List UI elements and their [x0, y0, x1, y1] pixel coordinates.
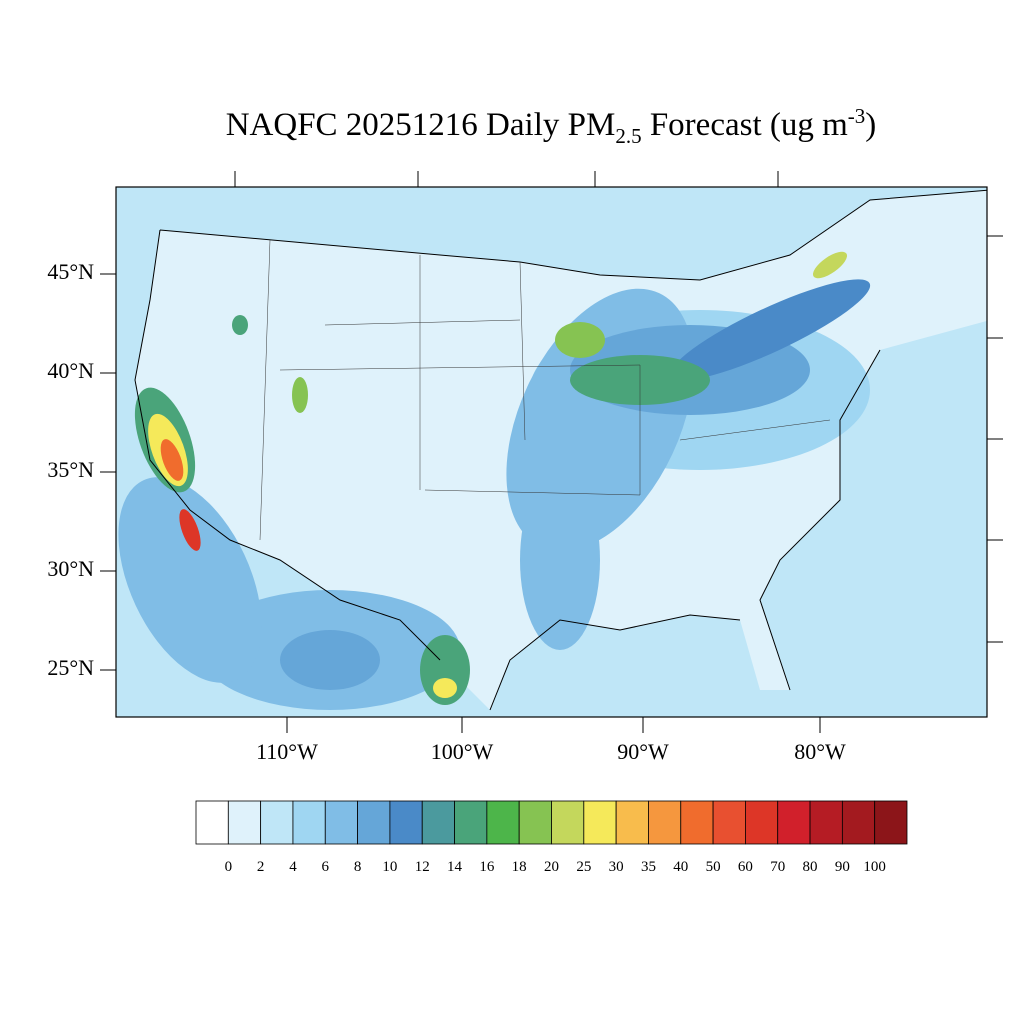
colorbar-label: 25: [576, 859, 591, 875]
colorbar-box: [260, 800, 294, 845]
colorbar-box: [421, 800, 455, 845]
colorbar-label: 16: [479, 859, 495, 875]
colorbar-label: 35: [641, 859, 656, 875]
map-field: [116, 187, 987, 717]
colorbar-box: [583, 800, 617, 845]
map-frame: [115, 186, 988, 718]
title-end: ): [865, 107, 876, 143]
colorbar-box: [195, 800, 229, 845]
colorbar-label: 4: [289, 859, 297, 875]
lon-label: 90°W: [617, 739, 669, 764]
colorbar-label: 60: [738, 859, 753, 875]
colorbar-box: [615, 800, 649, 845]
title-rest: Forecast (ug m: [642, 107, 849, 143]
colorbar-label: 40: [673, 859, 688, 875]
colorbar-label: 50: [706, 859, 721, 875]
lon-label: 110°W: [256, 739, 318, 764]
colorbar-box: [551, 800, 585, 845]
colorbar-box: [874, 800, 908, 845]
colorbar-box: [648, 800, 682, 845]
lat-label: 45°N: [47, 259, 94, 284]
colorbar-label: 0: [225, 859, 233, 875]
lon-label: 80°W: [794, 739, 846, 764]
title-main: NAQFC 20251216 Daily PM: [226, 107, 616, 143]
lat-label: 30°N: [47, 556, 94, 581]
colorbar-label: 100: [863, 859, 886, 875]
colorbar-label: 12: [415, 859, 430, 875]
colorbar-box: [324, 800, 358, 845]
colorbar-label: 14: [447, 859, 463, 875]
colorbar-box: [777, 800, 811, 845]
colorbar-box: [809, 800, 843, 845]
title-sub: 2.5: [615, 124, 641, 148]
colorbar-label: 8: [354, 859, 362, 875]
colorbar-box: [841, 800, 876, 845]
colorbar-label: 10: [382, 859, 397, 875]
colorbar-label: 30: [609, 859, 624, 875]
colorbar-label: 2: [257, 859, 265, 875]
lat-label: 40°N: [47, 358, 94, 383]
colorbar-label: 6: [322, 859, 330, 875]
lon-label: 100°W: [431, 739, 494, 764]
colorbar-box: [357, 800, 391, 845]
title: NAQFC 20251216 Daily PM2.5 Forecast (ug …: [226, 104, 877, 148]
colorbar-box: [712, 800, 746, 845]
colorbar-box: [680, 800, 714, 845]
colorbar-box: [292, 800, 326, 845]
colorbar-label: 70: [770, 859, 785, 875]
frame-ticks: [100, 171, 1003, 733]
lat-label: 35°N: [47, 457, 94, 482]
title-sup: -3: [848, 104, 866, 128]
colorbar-box: [518, 800, 552, 845]
colorbar-label: 18: [512, 859, 527, 875]
colorbar-label: 20: [544, 859, 559, 875]
colorbar-label: 80: [803, 859, 818, 875]
colorbar-label: 90: [835, 859, 850, 875]
colorbar-box: [486, 800, 520, 845]
colorbar-box: [745, 800, 779, 845]
colorbar-box: [389, 800, 423, 845]
lat-label: 25°N: [47, 655, 94, 680]
colorbar-box: [454, 800, 488, 845]
colorbar-box: [227, 800, 262, 845]
